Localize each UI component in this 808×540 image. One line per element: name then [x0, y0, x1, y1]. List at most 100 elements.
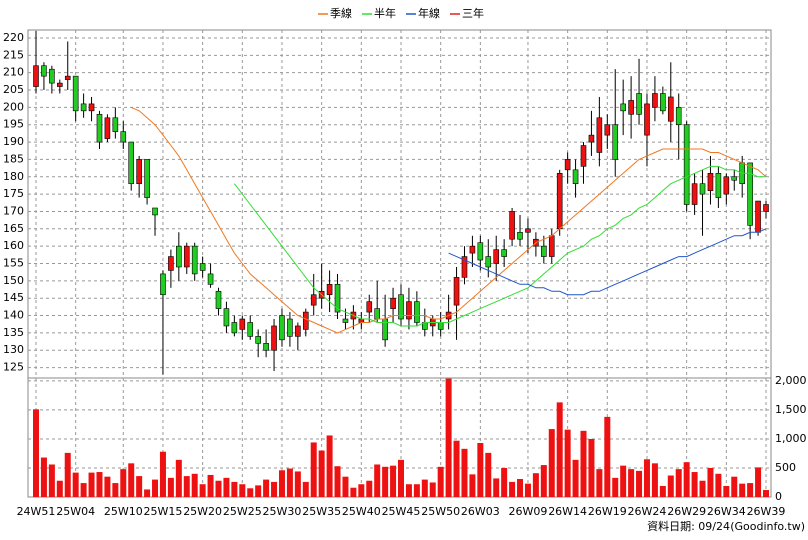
y-tick-label: 135	[3, 326, 24, 339]
volume-bar	[604, 416, 611, 497]
ma-line	[131, 106, 767, 334]
candle-body	[168, 256, 174, 271]
volume-bar	[334, 466, 341, 497]
volume-bar	[501, 467, 508, 497]
x-tick-label: 25W20	[183, 505, 222, 518]
x-tick-label: 25W45	[382, 505, 421, 518]
y-tick-label: 175	[3, 187, 24, 200]
volume-bar	[596, 469, 603, 497]
candle-body	[493, 249, 500, 264]
candle-body	[691, 183, 698, 205]
volume-bar	[128, 463, 135, 497]
ma-line	[448, 228, 767, 296]
candle-body	[707, 172, 714, 191]
candle-body	[49, 68, 55, 84]
volume-bar	[56, 480, 63, 497]
volume-bar	[80, 483, 87, 497]
x-tick-label: 26W29	[667, 505, 706, 518]
candle-body	[747, 162, 753, 226]
volume-bar	[255, 485, 262, 497]
candle-body	[675, 107, 682, 126]
candle-body	[548, 235, 555, 257]
y-tick-label: 130	[3, 343, 24, 356]
volume-bar	[199, 484, 206, 497]
candle-body	[461, 256, 468, 278]
candle-body	[310, 294, 317, 306]
candle-body	[572, 169, 579, 185]
volume-bar	[517, 479, 524, 497]
volume-bar	[48, 464, 55, 497]
candle-body	[485, 256, 492, 268]
candle-body	[96, 114, 103, 143]
x-tick-label: 25W35	[302, 505, 341, 518]
volume-bar	[659, 485, 666, 497]
volume-bar	[167, 477, 174, 497]
candle-body	[287, 318, 293, 337]
candle-body	[41, 65, 47, 77]
volume-bar	[263, 479, 270, 497]
volume-bar	[413, 484, 420, 497]
volume-bar	[239, 484, 246, 497]
y2-tick-label: 1,500	[775, 403, 807, 416]
candle-body	[564, 159, 571, 171]
candle-body	[723, 176, 730, 195]
y-tick-label: 155	[3, 257, 24, 270]
volume-bar	[429, 482, 436, 497]
source: (Goodinfo.tw)	[730, 520, 805, 533]
candle-body	[223, 308, 230, 327]
legend-label: 年線	[418, 6, 440, 20]
volume-bar	[191, 473, 198, 497]
volume-bar	[152, 479, 159, 497]
x-tick-label: 26W24	[628, 505, 667, 518]
candle-body	[374, 308, 380, 320]
volume-bar	[88, 472, 95, 497]
legend-label: 三年	[462, 6, 484, 20]
y-tick-label: 210	[3, 66, 24, 79]
y-tick-label: 205	[3, 83, 24, 96]
volume-bar	[636, 470, 643, 497]
volume-bar	[278, 470, 285, 497]
volume-bar	[548, 429, 555, 497]
candle-body	[120, 131, 127, 143]
candle-body	[556, 172, 563, 230]
candle-body	[715, 172, 722, 198]
x-tick-label: 25W25	[223, 505, 262, 518]
candle-body	[731, 176, 738, 181]
candle-body	[580, 145, 587, 167]
y-tick-label: 185	[3, 152, 24, 165]
candle-body	[215, 290, 222, 309]
volume-bar	[453, 440, 460, 497]
candle-body	[390, 297, 396, 309]
x-tick-label: 25W50	[421, 505, 460, 518]
volume-bar	[136, 476, 143, 497]
candle-body	[755, 200, 761, 233]
y-tick-label: 125	[3, 361, 24, 374]
candle-body	[326, 284, 333, 296]
candle-body	[477, 242, 484, 261]
y2-tick-label: 500	[775, 461, 796, 474]
candle-body	[644, 103, 650, 136]
candle-body	[33, 65, 39, 87]
candle-body	[72, 75, 79, 112]
y-tick-label: 170	[3, 204, 24, 217]
volume-bar	[747, 483, 754, 497]
legend-label: 半年	[374, 6, 396, 20]
x-tick-label: 24W51	[17, 505, 56, 518]
candle-body	[636, 93, 642, 115]
candle-body	[652, 93, 658, 108]
volume-bar	[120, 469, 127, 497]
volume-bar	[683, 462, 690, 497]
volume-bar	[374, 464, 381, 497]
candle-body	[271, 325, 277, 351]
y-tick-label: 165	[3, 222, 24, 235]
candle-body	[358, 318, 365, 323]
volume-bar	[612, 477, 619, 497]
volume-bar	[715, 473, 722, 497]
volume-bar	[159, 451, 166, 497]
y-tick-label: 180	[3, 170, 24, 183]
volume-bar	[350, 487, 357, 497]
y2-tick-label: 1,000	[775, 432, 807, 445]
volume-bar	[358, 484, 365, 497]
volume-bar	[342, 476, 349, 497]
candle-body	[437, 322, 444, 330]
